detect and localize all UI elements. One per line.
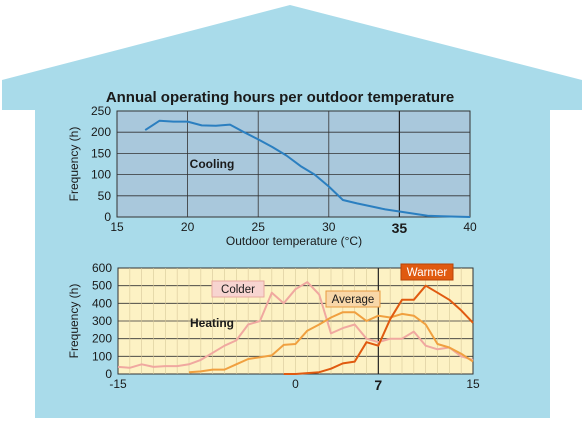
chart-title: Annual operating hours per outdoor tempe… — [106, 89, 454, 106]
cooling-y-tick-labels: 0 50 100 150 200 250 — [91, 104, 111, 224]
x-tick-label: 30 — [322, 220, 336, 234]
heating-annotation: Heating — [190, 316, 234, 330]
cooling-x-tick-labels: 15 20 25 30 35 40 — [110, 220, 477, 236]
heating-y-tick-labels: 0 100 200 300 400 500 600 — [92, 261, 112, 381]
x-tick-label: 15 — [110, 220, 124, 234]
x-tick-label: 25 — [252, 220, 266, 234]
heating-series-labels: Colder Average Warmer — [211, 263, 454, 308]
heating-y-axis-label: Frequency (h) — [67, 284, 81, 359]
x-tick-label: 7 — [374, 377, 382, 393]
y-tick-label: 150 — [91, 146, 111, 160]
series-label-warmer: Warmer — [407, 267, 448, 279]
y-tick-label: 100 — [92, 349, 112, 363]
cooling-series — [144, 119, 471, 218]
y-tick-label: 0 — [105, 367, 112, 381]
y-tick-label: 200 — [91, 125, 111, 139]
series-label-box-average — [325, 290, 381, 308]
y-tick-label: 300 — [92, 314, 112, 328]
x-tick-label: 40 — [463, 220, 477, 234]
x-tick-label: 20 — [181, 220, 195, 234]
y-tick-label: 0 — [104, 210, 111, 224]
x-tick-label: -15 — [109, 377, 127, 391]
cooling-series-label: Cooling — [190, 157, 235, 171]
series-line-colder — [117, 281, 474, 369]
series-label-box-warmer — [400, 263, 454, 281]
series-label-colder: Colder — [221, 284, 255, 296]
heating-x-tick-labels: -15 0 7 15 — [109, 377, 480, 393]
cooling-y-axis-label: Frequency (h) — [67, 127, 81, 202]
x-tick-label: 15 — [466, 377, 480, 391]
y-tick-label: 50 — [98, 189, 112, 203]
cooling-x-axis-label: Outdoor temperature (°C) — [226, 234, 362, 248]
series-line-cooling — [144, 119, 471, 218]
series-line-warmer — [283, 284, 474, 375]
heating-series — [117, 281, 474, 375]
y-tick-label: 400 — [92, 296, 112, 310]
y-tick-label: 200 — [92, 332, 112, 346]
series-label-box-colder — [211, 280, 265, 298]
y-tick-label: 250 — [91, 104, 111, 118]
cooling-chart: 0 50 100 150 200 250 15 20 25 30 35 40 Cooling Out… — [67, 104, 477, 248]
series-line-average — [188, 311, 474, 374]
y-tick-label: 600 — [92, 261, 112, 275]
x-tick-label: 35 — [392, 220, 408, 236]
x-tick-label: 0 — [292, 377, 299, 391]
y-tick-label: 500 — [92, 279, 112, 293]
series-label-average: Average — [332, 294, 375, 306]
cooling-plot-area — [116, 110, 471, 218]
y-tick-label: 100 — [91, 168, 111, 182]
